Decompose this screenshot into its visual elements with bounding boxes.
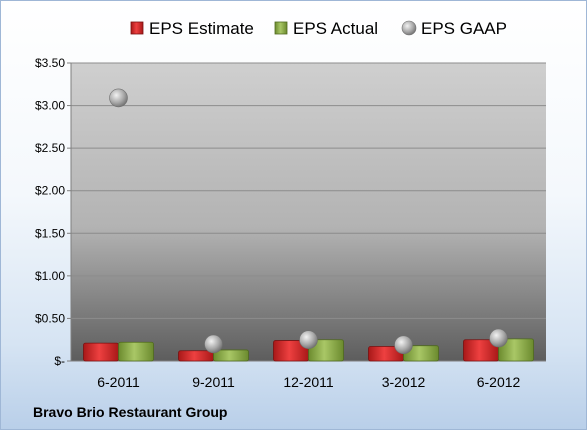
y-tick-label: $- <box>54 354 65 368</box>
eps-gaap-marker <box>489 328 508 348</box>
x-tick-label: 12-2011 <box>283 374 334 390</box>
y-tick-label: $1.00 <box>35 269 65 283</box>
x-tick-label: 6-2012 <box>477 374 521 390</box>
legend-eps-actual: EPS Actual <box>274 19 378 38</box>
legend-swatch <box>274 21 288 35</box>
eps-actual-bar <box>118 341 154 362</box>
gaap-markers <box>109 88 508 355</box>
eps-actual-bar <box>498 338 534 362</box>
x-tick-label: 9-2011 <box>192 374 235 390</box>
legend-eps-estimate: EPS Estimate <box>130 19 254 38</box>
y-tick-label: $2.00 <box>35 184 65 198</box>
legend-eps-gaap: EPS GAAP <box>401 19 507 38</box>
eps-gaap-marker <box>204 334 223 354</box>
bars <box>83 338 534 362</box>
y-tick-label: $3.00 <box>35 99 65 113</box>
eps-estimate-bar <box>83 342 119 362</box>
legend-swatch <box>130 21 144 35</box>
company-name: Bravo Brio Restaurant Group <box>33 404 227 420</box>
x-axis: 6-2011 9-2011 12-2011 3-2012 6-2012 <box>97 374 520 390</box>
x-tick-label: 3-2012 <box>382 374 426 390</box>
eps-estimate-bar <box>178 350 214 362</box>
eps-gaap-marker <box>109 88 128 108</box>
legend-label: EPS Actual <box>293 19 378 38</box>
y-tick-label: $1.50 <box>35 226 65 240</box>
legend-label: EPS GAAP <box>421 19 507 38</box>
legend-label: EPS Estimate <box>149 19 254 38</box>
legend-swatch <box>401 20 417 36</box>
y-tick-label: $3.50 <box>35 56 65 70</box>
x-tick-label: 6-2011 <box>97 374 140 390</box>
y-tick-label: $0.50 <box>35 311 65 325</box>
y-tick-label: $2.50 <box>35 141 65 155</box>
y-axis: $- $0.50 $1.00 $1.50 $2.00 $2.50 $3.00 $3.50 <box>35 56 72 368</box>
plot-area <box>71 63 546 361</box>
eps-gaap-marker <box>299 330 318 350</box>
eps-actual-bar <box>308 339 344 362</box>
eps-actual-bar <box>213 349 249 362</box>
gridlines <box>71 62 546 362</box>
eps-gaap-marker <box>394 335 413 355</box>
legend: EPS Estimate EPS Actual EPS GAAP <box>130 19 507 38</box>
